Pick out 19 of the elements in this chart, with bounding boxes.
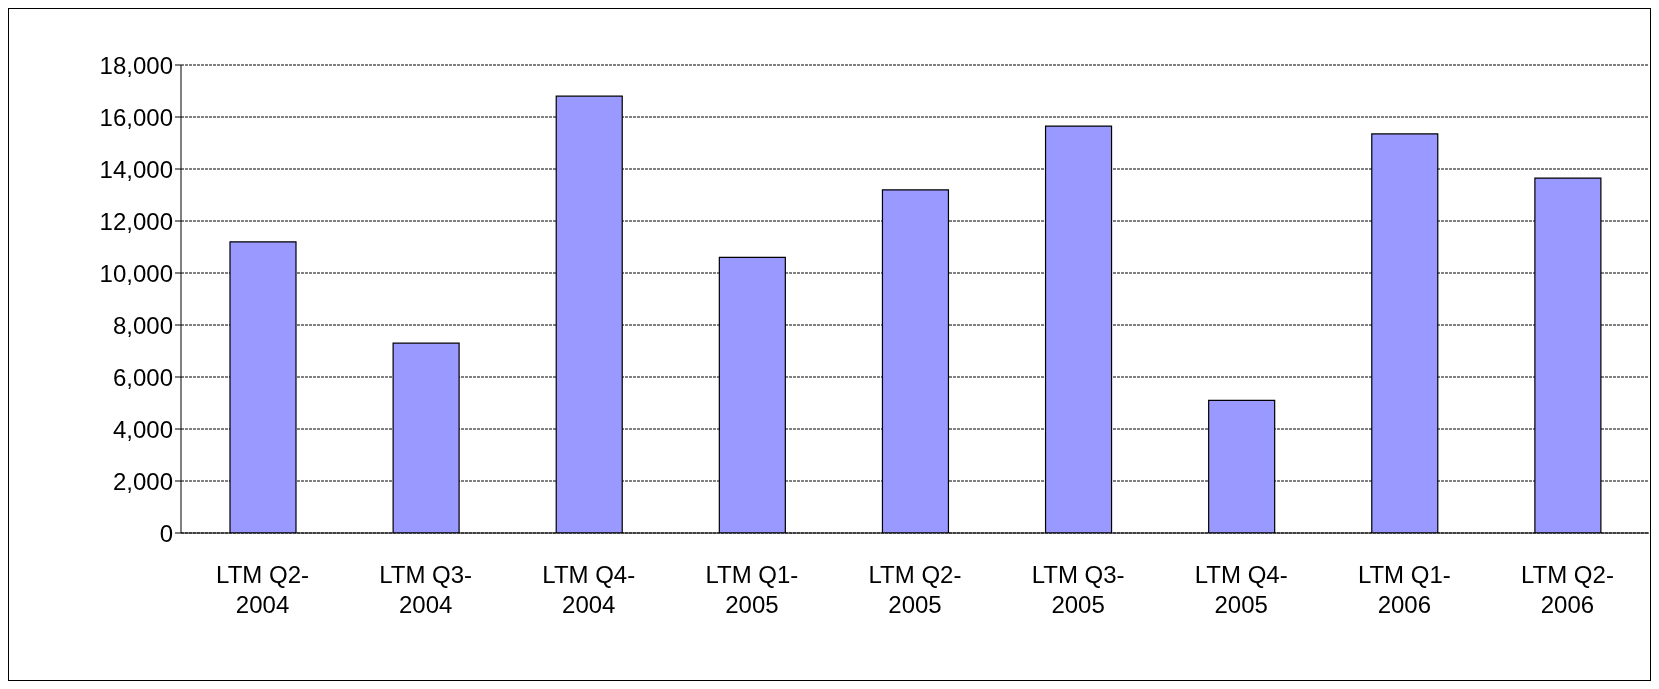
y-tick-label: 8,000 [112, 311, 173, 339]
y-tick-label: 16,000 [99, 103, 173, 131]
y-tick-label: 0 [159, 519, 173, 547]
x-tick-label: LTM Q1-2006 [1357, 561, 1451, 618]
y-tick-label: 2,000 [112, 467, 173, 495]
x-tick-label: LTM Q4-2005 [1194, 561, 1288, 618]
y-tick-label: 14,000 [99, 155, 173, 183]
x-tick-label: LTM Q4-2004 [542, 561, 636, 618]
y-tick-label: 10,000 [99, 259, 173, 287]
x-tick-label: LTM Q1-2005 [705, 561, 799, 618]
y-tick-label: 6,000 [112, 363, 173, 391]
x-tick-label: LTM Q2-2004 [216, 561, 310, 618]
x-tick-label: LTM Q3-2004 [379, 561, 473, 618]
x-tick-label: LTM Q3-2005 [1031, 561, 1125, 618]
x-tick-label: LTM Q2-2006 [1520, 561, 1614, 618]
y-tick-label: 18,000 [99, 51, 173, 79]
y-tick-label: 4,000 [112, 415, 173, 443]
x-tick-label: LTM Q2-2005 [868, 561, 962, 618]
y-tick-label: 12,000 [99, 207, 173, 235]
